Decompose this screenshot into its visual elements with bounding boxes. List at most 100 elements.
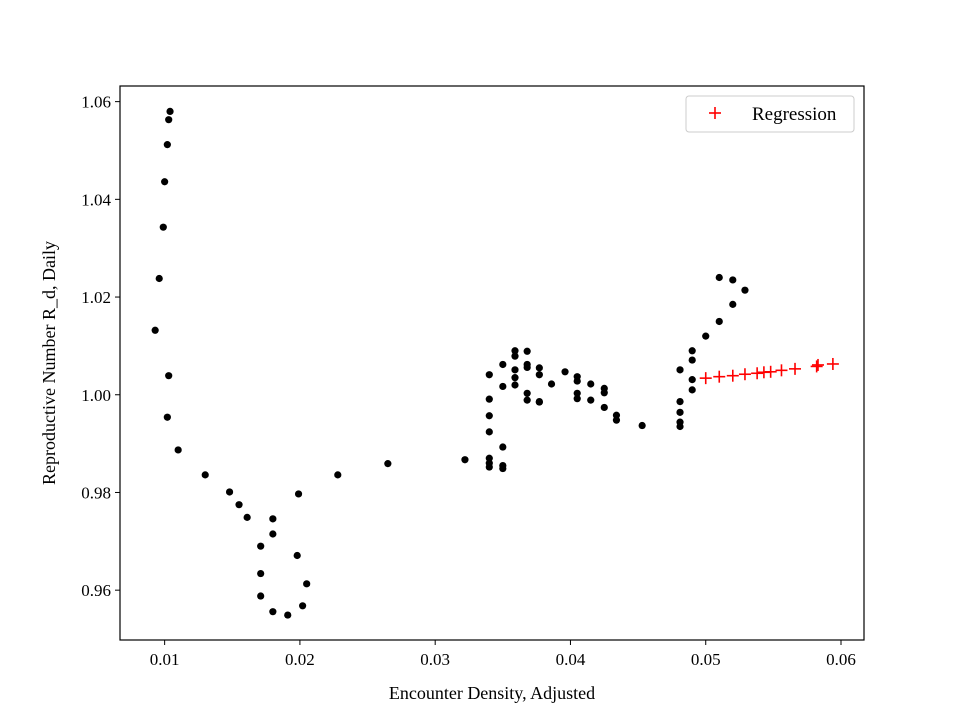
regression-point [738,368,751,381]
data-point [573,389,581,397]
data-point [676,366,684,374]
data-point [523,389,531,397]
regression-point [789,362,802,375]
y-tick-label: 1.00 [81,386,111,405]
data-point [165,116,173,124]
data-point [155,274,163,283]
data-point [612,416,621,424]
data-point [535,364,543,372]
data-point [676,397,684,406]
data-point [741,286,749,294]
data-point [225,488,234,496]
regression-point [810,360,823,373]
y-tick-label: 0.96 [81,581,111,600]
legend: Regression [685,95,855,133]
legend-marker-regression [709,107,721,119]
plot-area [120,86,864,640]
plot-frame [119,85,865,641]
data-point [587,396,595,404]
data-point [163,141,171,149]
x-tick-label: 0.03 [420,650,450,669]
regression-point [775,364,788,377]
data-point [573,395,581,403]
data-point [688,376,696,384]
y-axis-ticks: 0.96 0.98 1.00 1.02 1.04 1.06 [81,93,120,600]
data-point [257,542,265,550]
data-point [535,398,543,406]
data-point [729,300,737,308]
data-point [547,380,556,388]
data-point [688,356,696,364]
data-point [166,107,174,116]
data-point [511,352,519,360]
data-point [165,372,173,380]
data-point [499,443,507,451]
data-point [269,530,277,538]
data-points-regression [699,357,839,385]
data-point [729,276,737,284]
x-tick-label: 0.05 [691,650,721,669]
data-point [511,347,519,355]
data-point [523,363,531,371]
data-point [294,490,303,498]
data-point [523,347,531,355]
regression-point [726,369,739,382]
regression-point [713,370,726,383]
data-point [303,580,311,588]
regression-point [764,365,777,378]
legend-label-regression: Regression [752,104,837,125]
data-point [676,422,684,431]
x-axis-label: Encounter Density, Adjusted [389,683,595,703]
data-point [715,273,723,282]
data-point [269,515,277,523]
data-point [151,326,159,334]
data-point [573,377,581,385]
data-point [174,446,182,454]
data-point [485,371,493,379]
data-point [688,386,696,394]
data-point [499,360,507,369]
data-point [600,389,608,397]
data-point [485,463,493,471]
data-point [384,460,392,468]
data-point [257,569,265,578]
data-point [243,513,251,521]
y-axis-label: Reproductive Number R_d, Daily [39,241,59,485]
regression-point [826,357,839,370]
data-point [535,371,543,379]
data-point [334,471,342,479]
data-point [299,602,307,610]
data-point [688,347,696,355]
data-point [587,380,595,388]
y-tick-label: 0.98 [81,483,111,502]
x-axis-ticks: 0.01 0.02 0.03 0.04 0.05 0.06 [150,640,856,669]
data-point [561,368,569,376]
x-tick-label: 0.04 [556,650,586,669]
y-tick-label: 1.06 [81,93,111,112]
y-tick-label: 1.02 [81,288,111,307]
regression-point [751,367,764,380]
data-point [511,366,519,374]
data-point [161,178,169,186]
data-point [511,381,519,389]
legend-plus-marker [709,107,721,119]
y-tick-label: 1.04 [81,190,111,209]
data-point [485,395,493,403]
regression-point [699,372,712,385]
data-point [159,223,167,231]
data-point [235,501,243,509]
data-point [600,403,608,412]
data-point [638,421,646,430]
data-point [269,608,277,616]
data-point [257,592,265,600]
data-point [461,456,469,464]
data-point [715,317,723,326]
data-point [293,551,301,560]
data-point [201,471,209,479]
data-point [702,332,710,340]
data-point [284,611,292,619]
data-points-observed [151,107,749,619]
data-point [676,408,684,416]
data-point [485,412,493,420]
